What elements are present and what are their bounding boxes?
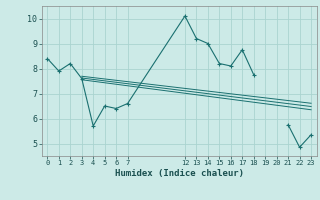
X-axis label: Humidex (Indice chaleur): Humidex (Indice chaleur) xyxy=(115,169,244,178)
